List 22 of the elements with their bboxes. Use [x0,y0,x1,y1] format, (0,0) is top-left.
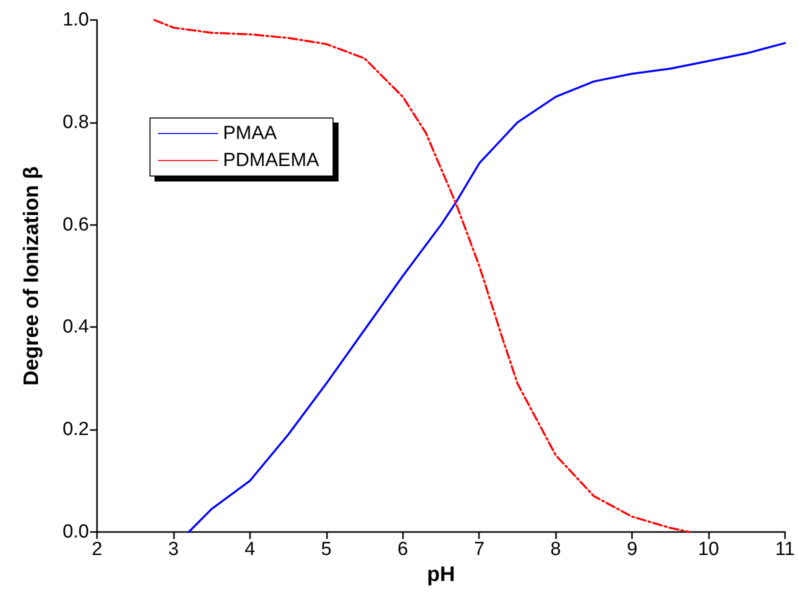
legend-label: PMAA [223,123,278,144]
y-tick-label: 1.0 [62,10,89,30]
legend-label: PDMAEMA [223,150,320,171]
x-axis-title: pH [427,563,455,586]
y-axis-title: Degree of Ionization β [20,166,43,386]
x-tick-label: 11 [775,539,795,560]
x-tick-label: 8 [550,539,561,560]
x-tick-label: 3 [168,539,179,560]
y-tick-label: 0.8 [62,112,89,133]
x-tick-label: 7 [474,539,485,560]
line-series [153,19,690,533]
x-tick-label: 6 [397,539,408,560]
y-tick-label: 0.0 [62,522,89,542]
x-tick-label: 10 [698,539,720,560]
x-tick-label: 4 [244,539,256,560]
x-tick-label: 2 [92,539,102,560]
y-tick-label: 0.6 [62,214,89,236]
x-tick-label: 5 [321,539,332,560]
y-tick-label: 0.2 [62,419,89,440]
y-tick-label: 0.4 [62,316,90,338]
line-series [188,42,786,533]
x-tick-label: 9 [626,539,638,560]
